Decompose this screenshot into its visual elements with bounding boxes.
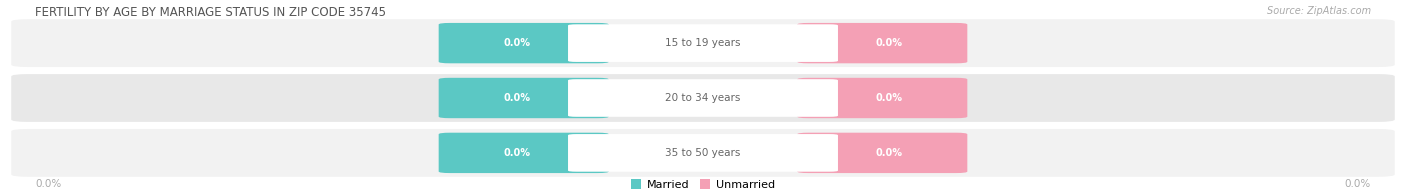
Text: FERTILITY BY AGE BY MARRIAGE STATUS IN ZIP CODE 35745: FERTILITY BY AGE BY MARRIAGE STATUS IN Z… [35, 6, 387, 19]
Text: 0.0%: 0.0% [35, 179, 62, 189]
Text: 0.0%: 0.0% [876, 38, 903, 48]
FancyBboxPatch shape [439, 133, 609, 173]
Text: 0.0%: 0.0% [503, 148, 530, 158]
FancyBboxPatch shape [11, 129, 1395, 177]
FancyBboxPatch shape [568, 79, 838, 117]
Text: 0.0%: 0.0% [876, 93, 903, 103]
FancyBboxPatch shape [439, 23, 609, 63]
Text: 0.0%: 0.0% [1344, 179, 1371, 189]
FancyBboxPatch shape [439, 78, 609, 118]
Legend: Married, Unmarried: Married, Unmarried [627, 175, 779, 194]
FancyBboxPatch shape [11, 19, 1395, 67]
Text: Source: ZipAtlas.com: Source: ZipAtlas.com [1267, 6, 1371, 16]
Text: 0.0%: 0.0% [503, 93, 530, 103]
Text: 20 to 34 years: 20 to 34 years [665, 93, 741, 103]
Text: 0.0%: 0.0% [876, 148, 903, 158]
FancyBboxPatch shape [11, 74, 1395, 122]
Text: 15 to 19 years: 15 to 19 years [665, 38, 741, 48]
FancyBboxPatch shape [568, 24, 838, 62]
FancyBboxPatch shape [797, 133, 967, 173]
FancyBboxPatch shape [568, 134, 838, 172]
FancyBboxPatch shape [797, 23, 967, 63]
Text: 35 to 50 years: 35 to 50 years [665, 148, 741, 158]
FancyBboxPatch shape [797, 78, 967, 118]
Text: 0.0%: 0.0% [503, 38, 530, 48]
